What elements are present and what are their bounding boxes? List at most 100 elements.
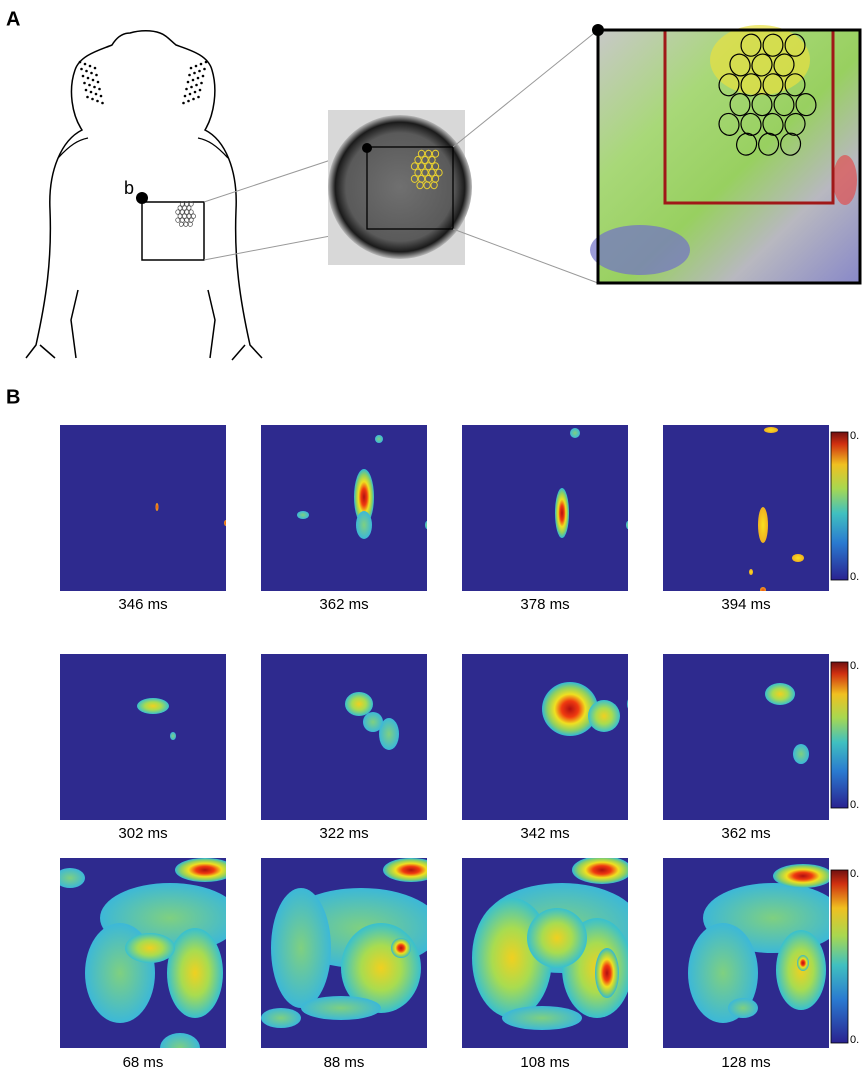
dot bbox=[197, 96, 200, 99]
heatmap bbox=[462, 856, 642, 1048]
dot bbox=[90, 91, 93, 94]
activity-blob bbox=[363, 712, 383, 732]
dot bbox=[97, 81, 100, 84]
dot bbox=[83, 82, 86, 85]
activity-blob bbox=[588, 700, 620, 732]
activity-blob bbox=[764, 427, 778, 433]
dot bbox=[200, 63, 203, 66]
dot bbox=[79, 61, 82, 64]
dot bbox=[80, 68, 83, 71]
dot bbox=[189, 93, 192, 96]
activity-blob bbox=[758, 507, 768, 543]
activity-blob bbox=[773, 864, 833, 888]
activity-blob bbox=[160, 1033, 200, 1063]
dot bbox=[203, 68, 206, 71]
dot bbox=[88, 84, 91, 87]
heatmap-bg bbox=[462, 654, 628, 820]
dot bbox=[96, 100, 99, 103]
activity-blob bbox=[797, 955, 809, 971]
dot bbox=[187, 100, 190, 103]
zoom-hotspot bbox=[833, 155, 857, 205]
heatmap-bg bbox=[261, 425, 427, 591]
frame-time: 362 ms bbox=[319, 596, 368, 613]
dot bbox=[86, 96, 89, 99]
dot bbox=[194, 91, 197, 94]
heatmap-bg bbox=[462, 425, 628, 591]
dot bbox=[187, 81, 190, 84]
cell bbox=[175, 218, 180, 223]
dot bbox=[198, 70, 201, 73]
figure: A b B 346 ms362 ms378 ms394 ms0.0.302 ms… bbox=[0, 0, 862, 1076]
dot bbox=[190, 86, 193, 89]
marker-dot bbox=[362, 143, 372, 153]
activity-blob bbox=[425, 521, 429, 529]
activity-blob bbox=[55, 868, 85, 888]
activity-blob bbox=[760, 587, 766, 593]
dot bbox=[85, 70, 88, 73]
dot bbox=[89, 65, 92, 68]
heatmap bbox=[60, 654, 226, 820]
dot bbox=[199, 89, 202, 92]
dot bbox=[87, 77, 90, 80]
activity-blob bbox=[345, 692, 373, 716]
activity-blob bbox=[502, 1006, 582, 1030]
dot bbox=[197, 77, 200, 80]
heatmap bbox=[663, 654, 829, 820]
dot bbox=[200, 82, 203, 85]
zoom-hotspot bbox=[710, 25, 810, 95]
activity-blob bbox=[542, 682, 598, 736]
activity-blob bbox=[261, 1008, 301, 1028]
activity-blob bbox=[749, 569, 753, 575]
activity-blob bbox=[595, 948, 619, 998]
panel-a: A b bbox=[6, 8, 860, 360]
region-box bbox=[142, 202, 204, 260]
heatmap bbox=[462, 654, 633, 820]
colorbar-label: 0. bbox=[850, 571, 859, 583]
activity-blob bbox=[156, 503, 159, 511]
dot bbox=[193, 72, 196, 75]
dot bbox=[85, 89, 88, 92]
activity-blob bbox=[175, 858, 235, 882]
activity-blob bbox=[301, 996, 381, 1020]
dot bbox=[82, 75, 85, 78]
activity-blob bbox=[555, 488, 569, 538]
activity-blob bbox=[627, 698, 633, 710]
heatmap-bg bbox=[663, 654, 829, 820]
heatmap bbox=[261, 654, 427, 820]
colorbar-label: 0. bbox=[850, 799, 859, 811]
activity-blob bbox=[626, 521, 630, 529]
dot bbox=[100, 95, 103, 98]
activity-blob bbox=[793, 744, 809, 764]
activity-blob bbox=[391, 938, 411, 958]
frame-time: 378 ms bbox=[520, 596, 569, 613]
cell-cluster bbox=[175, 202, 196, 227]
dot bbox=[195, 65, 198, 68]
dot bbox=[195, 84, 198, 87]
frame-time: 68 ms bbox=[123, 1054, 164, 1071]
dot bbox=[205, 61, 208, 64]
colorbar-label: 0. bbox=[850, 430, 859, 442]
connector bbox=[453, 30, 598, 147]
frame-time: 394 ms bbox=[721, 596, 770, 613]
heatmap bbox=[60, 425, 228, 591]
activity-blob bbox=[728, 998, 758, 1018]
dot bbox=[182, 102, 185, 105]
frame-time: 322 ms bbox=[319, 825, 368, 842]
panel-label: B bbox=[6, 386, 20, 408]
dot bbox=[192, 98, 195, 101]
zoom-hotspot bbox=[590, 225, 690, 275]
dot bbox=[98, 88, 101, 91]
connector bbox=[453, 229, 598, 283]
heatmap bbox=[261, 858, 441, 1048]
marker-label: b bbox=[124, 178, 134, 198]
activity-blob bbox=[375, 435, 383, 443]
activity-blob bbox=[356, 511, 372, 539]
activity-blob bbox=[527, 908, 587, 968]
dot bbox=[192, 79, 195, 82]
frame-time: 88 ms bbox=[324, 1054, 365, 1071]
activity-blob bbox=[297, 511, 309, 519]
dot bbox=[91, 98, 94, 101]
marker-dot bbox=[136, 192, 148, 204]
heatmap-bg bbox=[60, 654, 226, 820]
